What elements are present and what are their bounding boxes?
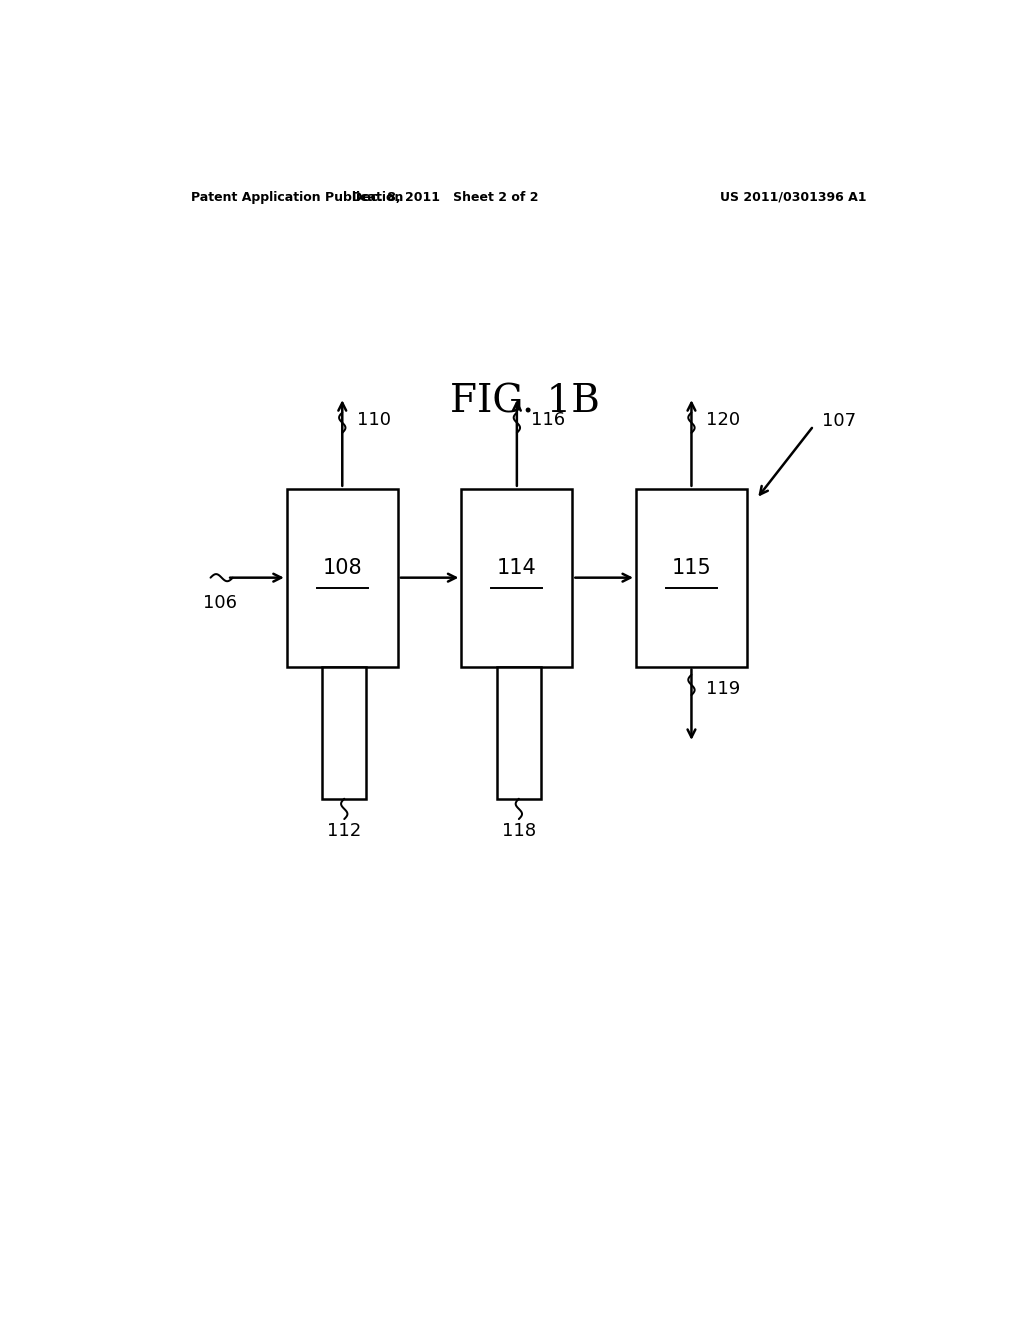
Text: 106: 106 (204, 594, 238, 612)
Text: 107: 107 (821, 412, 856, 429)
Text: Patent Application Publication: Patent Application Publication (191, 190, 403, 203)
Text: 108: 108 (323, 557, 362, 578)
Text: 114: 114 (497, 557, 537, 578)
Text: 112: 112 (327, 822, 361, 841)
Bar (497, 667, 541, 799)
Bar (636, 488, 748, 667)
Bar (287, 488, 398, 667)
Text: 118: 118 (502, 822, 536, 841)
Bar (461, 488, 572, 667)
Text: FIG. 1B: FIG. 1B (450, 384, 600, 421)
Bar (323, 667, 367, 799)
Text: 110: 110 (356, 411, 390, 429)
Text: Dec. 8, 2011   Sheet 2 of 2: Dec. 8, 2011 Sheet 2 of 2 (352, 190, 539, 203)
Text: 120: 120 (706, 411, 740, 429)
Text: 116: 116 (531, 411, 565, 429)
Text: US 2011/0301396 A1: US 2011/0301396 A1 (720, 190, 866, 203)
Text: 119: 119 (706, 680, 740, 698)
Text: 115: 115 (672, 557, 712, 578)
